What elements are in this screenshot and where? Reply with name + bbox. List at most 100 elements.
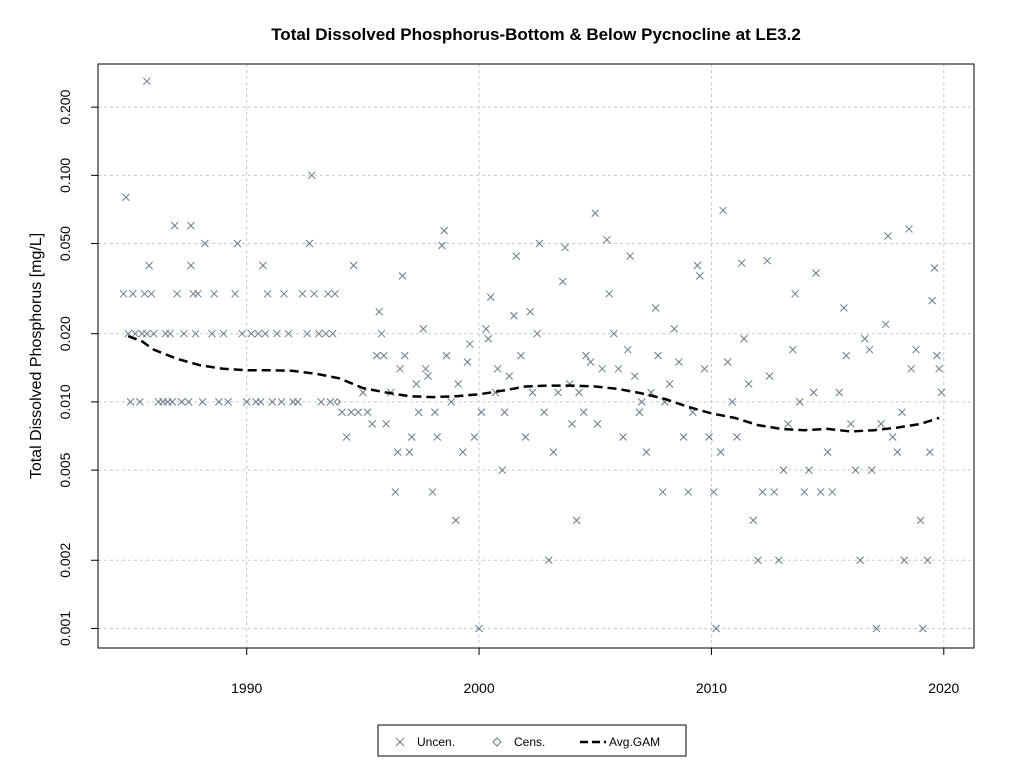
data-point-uncen <box>540 408 548 417</box>
data-point-uncen <box>377 329 386 338</box>
y-tick-label-0.005: 0.005 <box>57 452 73 487</box>
data-point-uncen <box>758 488 767 496</box>
data-point-uncen <box>328 329 337 338</box>
data-point-uncen <box>324 289 332 298</box>
data-point-uncen <box>317 398 325 406</box>
y-tick-label-0.010: 0.010 <box>57 384 73 419</box>
data-point-uncen <box>210 289 219 298</box>
data-point-uncen <box>331 289 339 298</box>
data-point-uncen <box>512 252 521 260</box>
data-point-uncen <box>788 345 797 354</box>
data-point-uncen <box>881 320 890 329</box>
data-point-uncen <box>705 433 713 441</box>
data-point-uncen <box>470 433 479 441</box>
data-point-uncen <box>919 624 927 633</box>
data-point-uncen <box>823 448 832 457</box>
plot-frame <box>97 63 975 649</box>
data-point-uncen <box>935 364 943 373</box>
data-point-uncen <box>572 516 581 525</box>
data-point-uncen <box>554 388 562 397</box>
data-point-uncen <box>521 433 530 441</box>
data-point-uncen <box>180 329 188 338</box>
data-point-uncen <box>375 307 384 316</box>
data-point-uncen <box>635 408 644 417</box>
data-point-uncen <box>263 289 272 298</box>
data-point-uncen <box>170 221 179 230</box>
data-point-uncen <box>305 239 314 248</box>
y-axis: 0.001 0.002 0.005 0.010 0.020 0.050 0.100 0.200 <box>57 89 98 646</box>
data-point-uncen <box>733 433 741 441</box>
x-tick-label-2020: 2020 <box>928 680 959 696</box>
data-point-uncen <box>784 420 792 428</box>
x-tick-label-2000: 2000 <box>463 680 494 696</box>
data-point-uncen <box>723 358 732 366</box>
data-point-uncen <box>716 448 725 457</box>
data-point-uncen <box>568 420 576 428</box>
data-point-uncen <box>937 388 946 397</box>
data-points <box>119 77 946 633</box>
data-point-uncen <box>438 241 446 250</box>
data-point-uncen <box>779 466 788 474</box>
data-point-uncen <box>477 408 486 417</box>
data-point-uncen <box>433 433 442 441</box>
data-point-uncen <box>893 448 902 457</box>
data-point-uncen <box>749 516 758 525</box>
data-point-uncen <box>277 398 286 406</box>
y-tick-label-0.002: 0.002 <box>57 543 73 578</box>
data-point-uncen <box>321 329 330 338</box>
data-point-uncen <box>609 329 618 338</box>
data-point-uncen <box>119 289 128 298</box>
data-point-uncen <box>363 408 372 417</box>
data-point-uncen <box>505 372 514 380</box>
data-point-uncen <box>147 289 156 298</box>
data-point-uncen <box>923 556 932 565</box>
data-point-uncen <box>510 311 518 320</box>
data-point-uncen <box>712 624 720 633</box>
data-point-uncen <box>424 372 432 380</box>
data-point-uncen <box>533 329 542 338</box>
data-point-uncen <box>709 488 718 496</box>
data-point-uncen <box>500 408 509 417</box>
data-point-uncen <box>184 398 193 406</box>
data-point-uncen <box>851 466 860 474</box>
data-point-uncen <box>173 289 181 298</box>
data-point-uncen <box>884 232 892 240</box>
data-point-uncen <box>414 408 423 417</box>
data-point-uncen <box>642 448 651 457</box>
data-point-uncen <box>187 221 195 230</box>
y-tick-label-0.200: 0.200 <box>57 89 73 124</box>
data-point-uncen <box>242 398 251 406</box>
data-point-uncen <box>670 325 679 333</box>
data-point-uncen <box>770 488 779 496</box>
legend-marker-cens <box>492 737 502 747</box>
data-point-uncen <box>273 329 281 338</box>
data-point-uncen <box>888 433 897 441</box>
data-point-cens <box>333 398 342 406</box>
data-point-uncen <box>835 388 844 397</box>
data-point-uncen <box>431 408 439 417</box>
data-point-uncen <box>754 556 762 565</box>
data-point-uncen <box>391 488 400 496</box>
data-point-uncen <box>630 372 639 380</box>
data-point-uncen <box>187 261 195 270</box>
data-point-uncen <box>314 329 323 338</box>
data-point-uncen <box>122 193 130 202</box>
data-point-uncen <box>526 307 535 316</box>
data-point-uncen <box>219 329 228 338</box>
data-point-uncen <box>907 364 916 373</box>
data-point-uncen <box>166 329 174 338</box>
data-point-uncen <box>586 358 595 366</box>
data-point-uncen <box>898 408 906 417</box>
data-point-uncen <box>493 364 502 373</box>
x-axis: 1990 2000 2010 2020 <box>231 648 960 696</box>
data-point-uncen <box>372 351 381 360</box>
data-point-uncen <box>737 259 746 267</box>
data-point-uncen <box>528 388 537 397</box>
data-point-uncen <box>582 351 590 360</box>
gam-line <box>127 335 940 433</box>
data-point-uncen <box>201 239 209 248</box>
data-point-uncen <box>544 556 553 565</box>
data-point-uncen <box>359 388 367 397</box>
data-point-uncen <box>463 358 472 366</box>
